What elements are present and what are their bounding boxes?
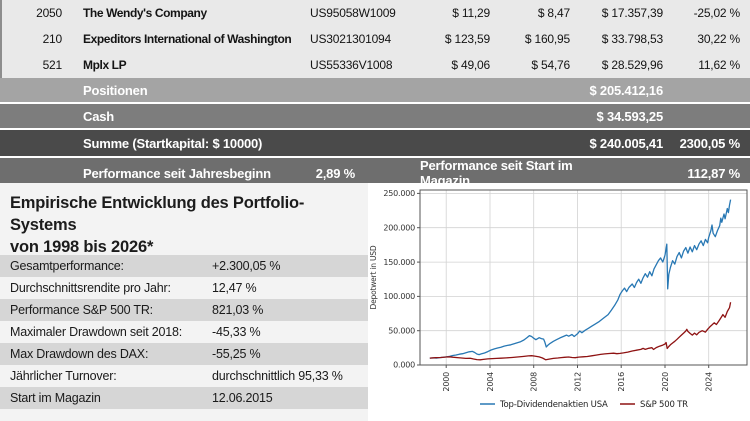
svg-text:2016: 2016 [617,372,626,392]
stats-label: Start im Magazin [10,391,101,405]
sum-label: Summe (Startkapital: $ 10000) [83,135,263,151]
stats-rows: Gesamtperformance: +2.300,05 % Durchschnit… [0,255,368,409]
stats-title-line1: Empirische Entwicklung des Portfolio-Sys… [10,194,305,234]
row-divider [0,102,750,104]
sum-value: $ 240.005,41 [589,135,663,151]
current-price-cell: $ 54,76 [531,58,570,72]
position-value-cell: $ 28.529,96 [601,58,663,72]
summary-row-performance: Performance seit Jahresbeginn 2,89 % Per… [0,158,750,188]
ytd-value: 2,89 % [315,165,355,181]
stats-value: 12.06.2015 [212,391,273,405]
svg-text:50.000: 50.000 [388,326,415,335]
qty-cell: 2050 [36,6,62,20]
chart-panel: 0.000 50.000 100.000 150.000 200.000 250.000 2… [368,183,750,421]
current-price-cell: $ 160,95 [524,32,570,46]
stats-label: Maximaler Drawdown seit 2018: [10,325,183,339]
current-price-cell: $ 8,47 [537,6,570,20]
stats-value: -45,33 % [212,325,261,339]
svg-text:Depotwert in USD: Depotwert in USD [369,245,378,309]
stats-label: Jährlicher Turnover: [10,369,117,383]
performance-cell: -25,02 % [693,6,741,20]
position-value-cell: $ 33.798,53 [601,32,663,46]
buy-price-cell: $ 123,59 [444,32,490,46]
isin-cell: US3021301094 [310,32,392,46]
table-row: 210 Expeditors International of Washingto… [2,26,750,52]
buy-price-cell: $ 49,06 [451,58,490,72]
positions-label: Positionen [83,82,148,98]
stats-panel-title: Empirische Entwicklung des Portfolio-Sys… [0,183,368,258]
name-cell: Expeditors International of Washington [83,32,292,46]
svg-text:2012: 2012 [574,372,583,392]
performance-cell: 30,22 % [697,32,740,46]
summary-row-cash: Cash $ 34.593,25 [0,104,750,128]
stats-value: +2.300,05 % [212,259,281,273]
row-divider [0,128,750,130]
svg-text:100.000: 100.000 [383,292,415,301]
svg-text:2000: 2000 [442,372,451,392]
since-value: 112,87 % [687,165,740,181]
stats-value: 821,03 % [212,303,264,317]
position-value-cell: $ 17.357,39 [601,6,663,20]
stats-label: Gesamtperformance: [10,259,124,273]
name-cell: Mplx LP [83,58,127,72]
stats-row: Jährlicher Turnover: durchschnittlich 95,… [0,365,368,387]
ytd-label: Performance seit Jahresbeginn [83,165,271,181]
svg-text:2020: 2020 [661,372,670,392]
svg-text:2008: 2008 [530,372,539,392]
stats-label: Performance S&P 500 TR: [10,303,153,317]
stats-title-line2: von 1998 bis 2026* [10,237,154,256]
table-row: 521 Mplx LP US55336V1008 $ 49,06 $ 54,76 $ 28… [2,52,750,78]
isin-cell: US95058W1009 [310,6,396,20]
cash-value: $ 34.593,25 [596,108,664,124]
row-divider [0,156,750,158]
stats-row: Durchschnittsrendite pro Jahr: 12,47 % [0,277,368,299]
stats-label: Durchschnittsrendite pro Jahr: [10,281,171,295]
stats-row: Maximaler Drawdown seit 2018: -45,33 % [0,321,368,343]
portfolio-chart: 0.000 50.000 100.000 150.000 200.000 250.000 2… [369,189,748,410]
svg-text:200.000: 200.000 [383,223,415,232]
summary-row-positions: Positionen $ 205.412,16 [0,78,750,102]
performance-cell: 11,62 % [698,58,740,72]
stats-value: 12,47 % [212,281,257,295]
svg-text:S&P 500 TR: S&P 500 TR [640,400,688,410]
name-cell: The Wendy's Company [83,6,207,20]
svg-text:0.000: 0.000 [393,361,415,370]
qty-cell: 210 [42,32,63,46]
svg-text:Top-Dividendenaktien USA: Top-Dividendenaktien USA [499,400,608,410]
stats-panel: Empirische Entwicklung des Portfolio-Sys… [0,183,368,421]
sum-perf: 2300,05 % [679,135,741,151]
positions-value: $ 205.412,16 [589,82,663,98]
stock-positions-table: 2050 The Wendy's Company US95058W1009 $ 11,… [0,0,750,78]
table-row: 2050 The Wendy's Company US95058W1009 $ 11,… [2,0,750,26]
stats-row: Start im Magazin 12.06.2015 [0,387,368,409]
qty-cell: 521 [42,58,63,72]
stats-row: Max Drawdown des DAX: -55,25 % [0,343,368,365]
cash-label: Cash [83,108,114,124]
stats-label: Max Drawdown des DAX: [10,347,149,361]
stats-value: -55,25 % [212,347,261,361]
svg-text:250.000: 250.000 [383,189,415,198]
stats-row: Performance S&P 500 TR: 821,03 % [0,299,368,321]
svg-text:2004: 2004 [486,372,495,392]
svg-text:150.000: 150.000 [383,258,415,267]
summary-row-sum: Summe (Startkapital: $ 10000) $ 240.005,… [0,130,750,156]
svg-text:2024: 2024 [705,372,714,392]
stats-value: durchschnittlich 95,33 % [212,369,343,383]
isin-cell: US55336V1008 [310,58,393,72]
buy-price-cell: $ 11,29 [452,6,490,20]
stats-row: Gesamtperformance: +2.300,05 % [0,255,368,277]
